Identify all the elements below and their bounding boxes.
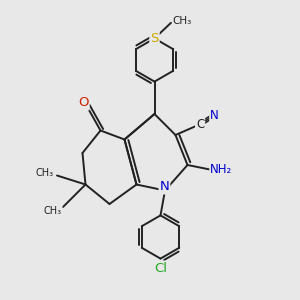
Text: CH₃: CH₃ [173,16,192,26]
Text: CH₃: CH₃ [35,168,53,178]
Text: O: O [78,96,89,110]
Text: C: C [196,118,204,131]
Text: Cl: Cl [154,262,167,275]
Text: CH₃: CH₃ [44,206,62,217]
Text: N: N [160,180,169,194]
Text: S: S [150,32,159,45]
Text: NH₂: NH₂ [210,163,232,176]
Text: N: N [210,109,219,122]
